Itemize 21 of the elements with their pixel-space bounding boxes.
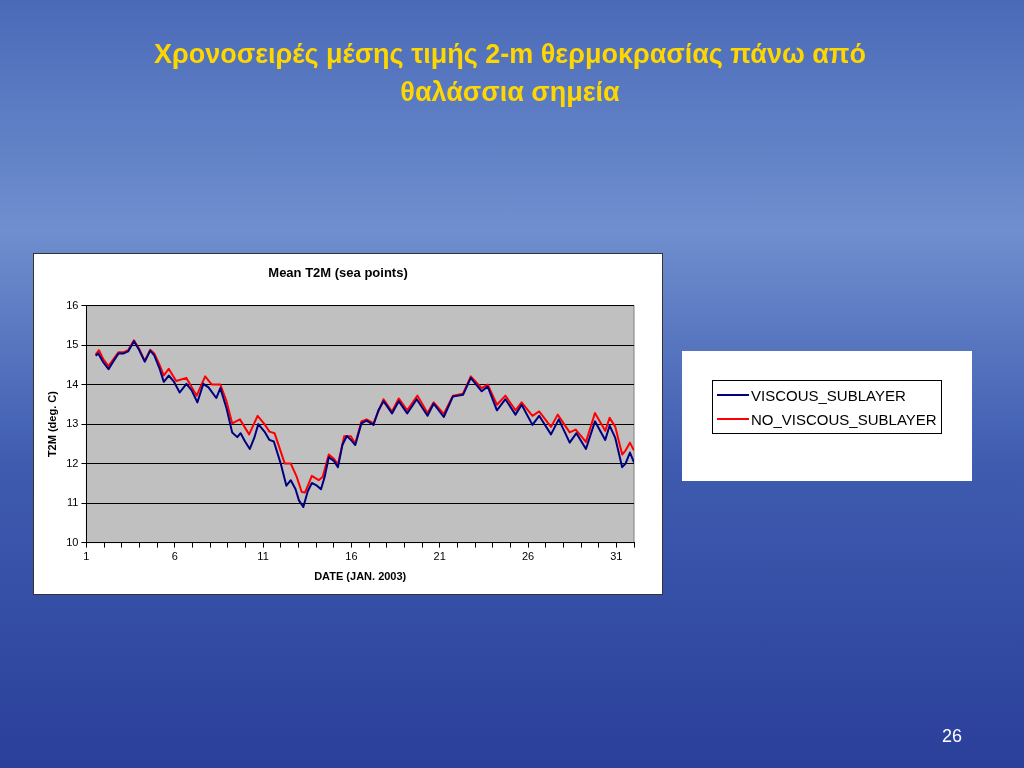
- x-tick-label: 16: [345, 550, 358, 563]
- x-tick-label: 21: [433, 550, 446, 563]
- x-axis-title: DATE (JAN. 2003): [314, 570, 407, 583]
- x-tick-label: 1: [83, 550, 90, 563]
- y-tick-label: 15: [66, 338, 79, 351]
- y-tick-label: 10: [66, 535, 79, 548]
- y-tick-label: 13: [66, 417, 79, 430]
- x-tick-label: 26: [521, 550, 535, 563]
- x-tick-label: 31: [610, 550, 623, 563]
- legend-label: VISCOUS_SUBLAYER: [751, 386, 906, 404]
- y-tick-label: 14: [66, 377, 79, 390]
- x-tick-label: 6: [171, 550, 178, 563]
- y-axis-title: T2M (deg. C): [45, 390, 58, 458]
- chart-title: Χρονοσειρές μέσης τιμής 2-m θερμοκρασίας πάνω από θαλάσσια σημεία: [153, 38, 867, 109]
- legend-label: NO_VISCOUS_SUBLAYER: [751, 410, 937, 428]
- y-tick-label: 16: [66, 298, 79, 311]
- y-tick-label: 12: [66, 456, 79, 469]
- x-tick-label: 11: [257, 550, 269, 563]
- chart-subtitle: Mean T2M (sea points): [268, 265, 408, 281]
- y-tick-label: 11: [67, 496, 79, 509]
- text: 26: [941, 726, 962, 747]
